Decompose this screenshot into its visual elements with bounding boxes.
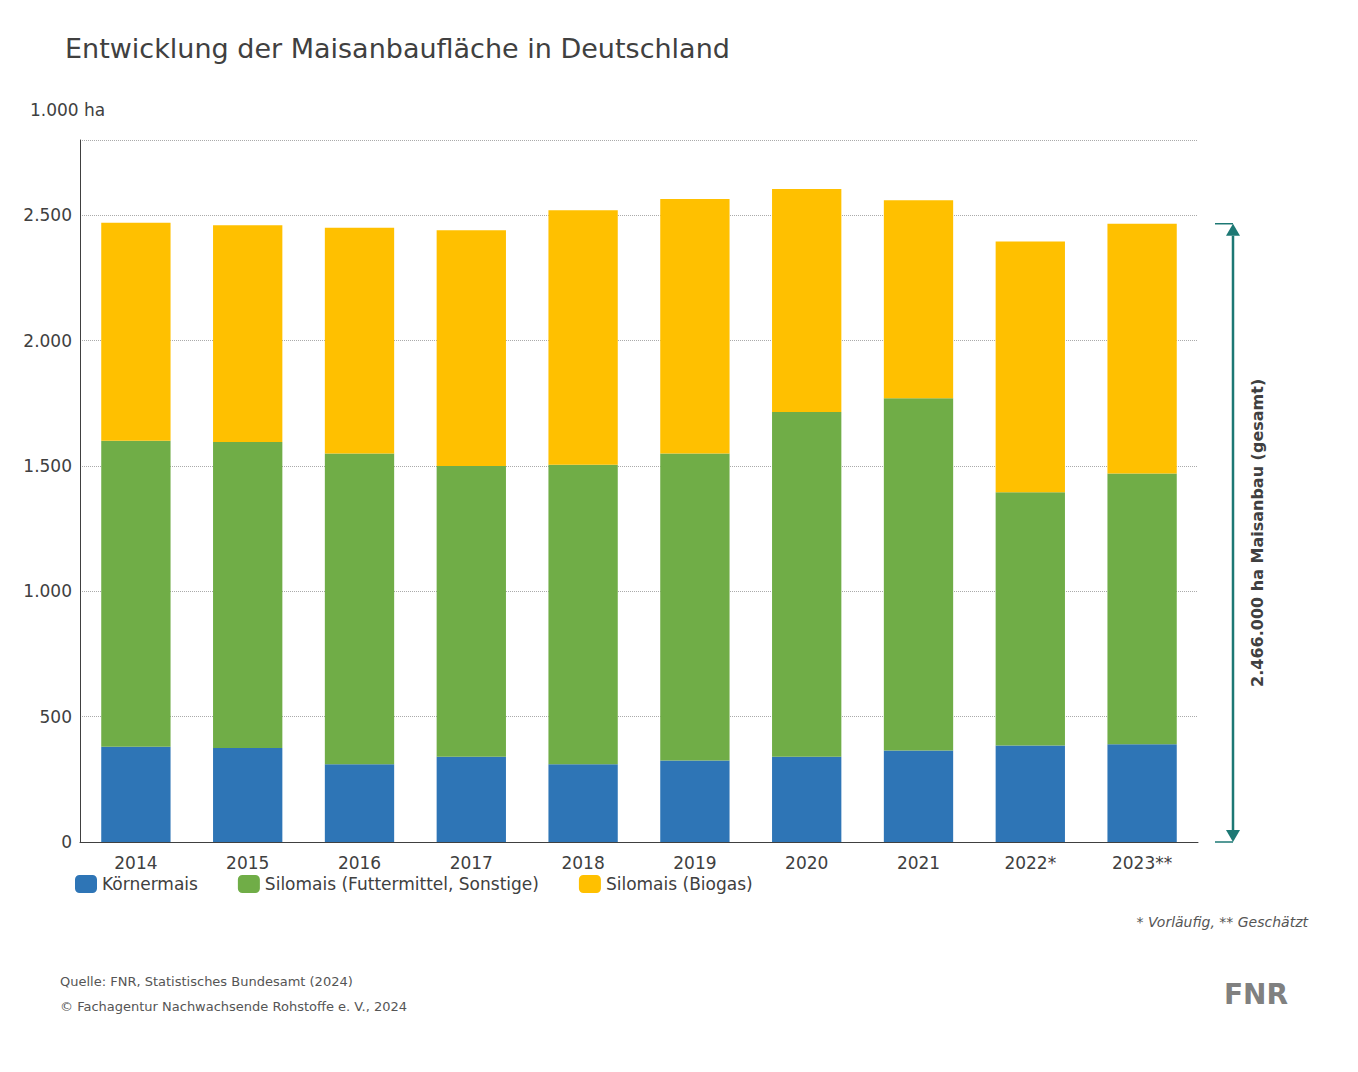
svg-text:2014: 2014 <box>114 853 157 873</box>
svg-text:FNR: FNR <box>1224 978 1288 1011</box>
svg-text:2016: 2016 <box>338 853 381 873</box>
svg-text:Körnermais: Körnermais <box>102 874 198 894</box>
svg-text:2023**: 2023** <box>1112 853 1172 873</box>
svg-text:Quelle: FNR, Statistisches Bun: Quelle: FNR, Statistisches Bundesamt (20… <box>60 974 353 989</box>
svg-text:1.500: 1.500 <box>23 456 72 476</box>
svg-text:2.466.000 ha Maisanbau (gesamt: 2.466.000 ha Maisanbau (gesamt) <box>1248 379 1267 687</box>
svg-text:2018: 2018 <box>561 853 604 873</box>
svg-text:500: 500 <box>40 707 72 727</box>
svg-text:2021: 2021 <box>897 853 940 873</box>
svg-text:2022*: 2022* <box>1004 853 1056 873</box>
svg-text:2.500: 2.500 <box>23 205 72 225</box>
svg-text:2.000: 2.000 <box>23 331 72 351</box>
svg-text:2020: 2020 <box>785 853 828 873</box>
svg-text:© Fachagentur Nachwachsende Ro: © Fachagentur Nachwachsende Rohstoffe e.… <box>60 999 407 1014</box>
svg-text:2017: 2017 <box>450 853 493 873</box>
svg-text:1.000: 1.000 <box>23 581 72 601</box>
svg-text:Entwicklung der Maisanbaufläch: Entwicklung der Maisanbaufläche in Deuts… <box>65 33 730 64</box>
svg-text:2015: 2015 <box>226 853 269 873</box>
svg-text:Silomais (Biogas): Silomais (Biogas) <box>606 874 753 894</box>
svg-text:0: 0 <box>61 832 72 852</box>
svg-text:* Vorläufig, ** Geschätzt: * Vorläufig, ** Geschätzt <box>1137 914 1309 930</box>
svg-text:2019: 2019 <box>673 853 716 873</box>
svg-text:Silomais (Futtermittel, Sonsti: Silomais (Futtermittel, Sonstige) <box>265 874 539 894</box>
svg-text:1.000 ha: 1.000 ha <box>30 100 105 120</box>
